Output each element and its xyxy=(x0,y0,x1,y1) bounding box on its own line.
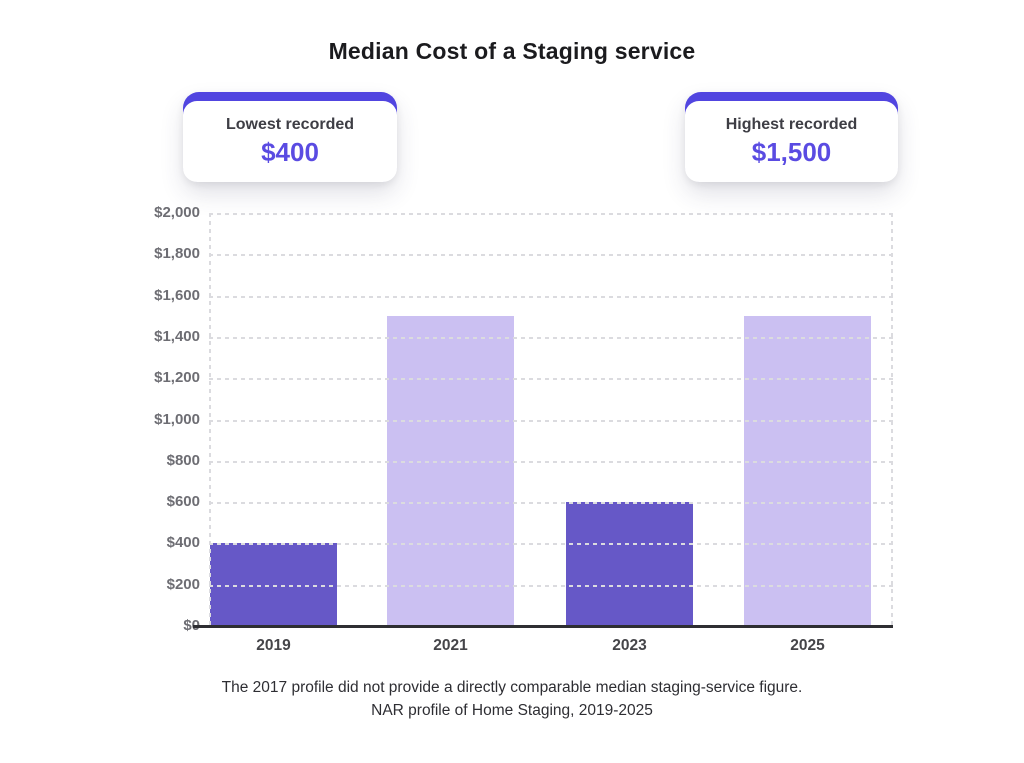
y-axis-tick-label: $1,200 xyxy=(154,369,200,387)
stat-card-lowest: Lowest recorded $400 xyxy=(183,92,397,182)
y-axis-tick-label: $200 xyxy=(166,575,200,593)
y-axis-tick-label: $1,600 xyxy=(154,286,200,304)
gridline xyxy=(209,584,893,587)
x-axis-tick-label: 2019 xyxy=(256,637,291,654)
y-axis-tick-label: $0 xyxy=(183,617,200,634)
x-axis-tick-label: 2023 xyxy=(612,637,647,654)
bar-2025 xyxy=(744,316,871,626)
plot-border-line xyxy=(891,213,893,626)
x-axis-line xyxy=(193,625,893,628)
y-axis-tick-label: $800 xyxy=(166,451,200,469)
y-axis-tick-label: $1,400 xyxy=(154,327,200,345)
gridline xyxy=(209,419,893,422)
chart-title: Median Cost of a Staging service xyxy=(328,38,696,64)
y-axis-tick-label: $600 xyxy=(166,493,200,511)
stat-card-body: Highest recorded $1,500 xyxy=(685,101,898,182)
stat-card-highest: Highest recorded $1,500 xyxy=(685,92,898,182)
footnote-line-1: The 2017 profile did not provide a direc… xyxy=(221,679,803,696)
stat-card-body: Lowest recorded $400 xyxy=(183,101,397,182)
stat-card-label: Highest recorded xyxy=(725,115,858,133)
footnote: The 2017 profile did not provide a direc… xyxy=(0,676,1024,722)
y-axis-tick-label: $1,000 xyxy=(154,410,200,428)
stat-card-label: Lowest recorded xyxy=(225,115,355,133)
bar-2023 xyxy=(566,502,693,626)
y-axis-tick-label: $400 xyxy=(166,534,200,552)
gridline xyxy=(209,213,893,215)
gridline xyxy=(209,543,893,546)
plot-area xyxy=(209,213,893,626)
stat-card-value: $400 xyxy=(261,136,319,167)
gridline xyxy=(209,254,893,257)
gridline xyxy=(209,336,893,339)
y-axis-tick-label: $1,800 xyxy=(154,245,200,263)
x-axis-tick-label: 2025 xyxy=(790,637,825,654)
stat-card-value: $1,500 xyxy=(751,136,832,167)
footnote-line-2: NAR profile of Home Staging, 2019-2025 xyxy=(371,702,653,719)
gridline xyxy=(209,295,893,298)
gridline xyxy=(209,378,893,381)
bar-2021 xyxy=(387,316,514,626)
plot-border-line xyxy=(209,213,211,626)
gridline xyxy=(209,502,893,505)
y-axis-tick-label: $2,000 xyxy=(154,204,200,221)
gridline xyxy=(209,460,893,463)
x-axis-tick-label: 2021 xyxy=(433,637,468,654)
